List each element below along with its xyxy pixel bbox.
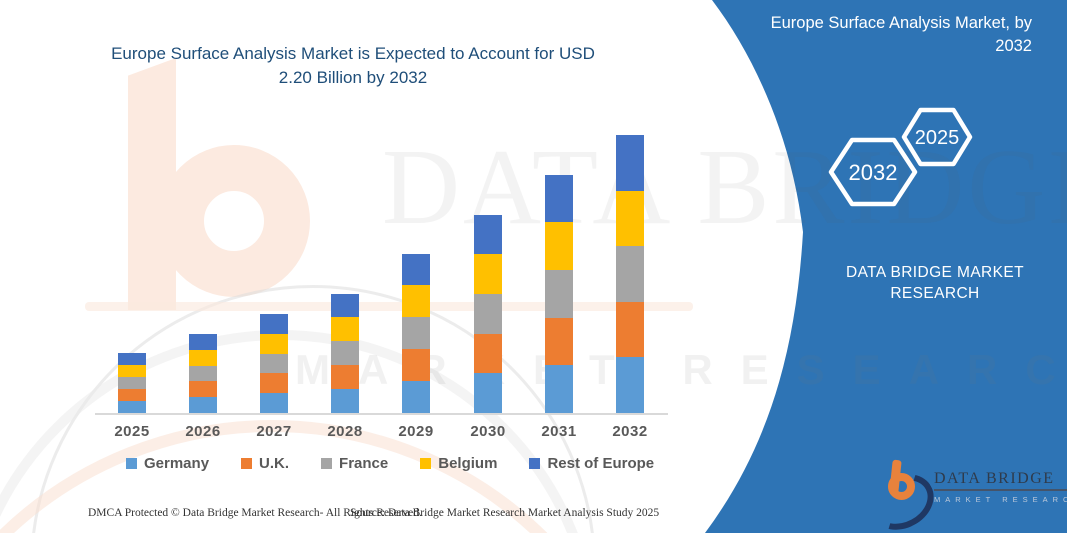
segment-belgium xyxy=(545,222,573,270)
dmca-notice: DMCA Protected © Data Bridge Market Rese… xyxy=(88,507,422,519)
segment-france xyxy=(260,353,288,374)
segment-belgium xyxy=(331,317,359,342)
segment-rest-of-europe xyxy=(402,253,430,286)
x-label-2027: 2027 xyxy=(256,423,292,440)
segment-france xyxy=(545,269,573,318)
segment-rest-of-europe xyxy=(545,174,573,223)
segment-france xyxy=(331,341,359,366)
segment-rest-of-europe xyxy=(474,214,502,255)
segment-belgium xyxy=(189,349,217,366)
x-label-2031: 2031 xyxy=(541,423,577,440)
segment-rest-of-europe xyxy=(331,293,359,318)
segment-germany xyxy=(331,389,359,413)
segment-rest-of-europe xyxy=(189,334,217,350)
legend-swatch-icon xyxy=(126,458,137,469)
segment-u-k- xyxy=(118,389,146,401)
segment-belgium xyxy=(474,254,502,294)
segment-france xyxy=(402,317,430,350)
x-label-2030: 2030 xyxy=(470,423,506,440)
segment-germany xyxy=(616,357,644,413)
bar-2025 xyxy=(118,353,146,413)
side-panel-title: Europe Surface Analysis Market, by 2032 xyxy=(770,14,1032,56)
x-label-2028: 2028 xyxy=(327,423,363,440)
segment-u-k- xyxy=(545,317,573,366)
segment-germany xyxy=(189,397,217,413)
x-label-2029: 2029 xyxy=(398,423,434,440)
segment-rest-of-europe xyxy=(616,135,644,191)
data-bridge-logo: DATA BRIDGE MARKET RESEARCH xyxy=(860,459,1067,533)
chart-title: Europe Surface Analysis Market is Expect… xyxy=(111,44,595,87)
legend-label: U.K. xyxy=(259,455,290,472)
segment-belgium xyxy=(118,365,146,377)
legend-label: France xyxy=(339,455,389,472)
segment-germany xyxy=(474,373,502,413)
segment-france xyxy=(616,246,644,302)
legend-item-belgium: Belgium xyxy=(420,455,497,472)
segment-u-k- xyxy=(402,349,430,382)
x-label-2025: 2025 xyxy=(114,423,150,440)
source-note: Source: Data Bridge Market Research Mark… xyxy=(350,507,660,519)
x-label-2026: 2026 xyxy=(185,423,221,440)
segment-u-k- xyxy=(616,301,644,358)
legend-label: Belgium xyxy=(438,455,498,472)
bar-2029 xyxy=(402,253,430,413)
segment-germany xyxy=(260,393,288,413)
segment-u-k- xyxy=(189,381,217,398)
segment-u-k- xyxy=(474,333,502,374)
segment-rest-of-europe xyxy=(118,353,146,365)
legend-item-u-k-: U.K. xyxy=(241,455,289,472)
legend-item-rest-of-europe: Rest of Europe xyxy=(529,455,654,472)
hexagon-2032-label: 2032 xyxy=(849,160,898,185)
bar-2030 xyxy=(474,214,502,413)
x-label-2032: 2032 xyxy=(612,423,648,440)
chart-legend: Germany U.K. France Belgium Rest of Europe xyxy=(126,455,654,472)
legend-swatch-icon xyxy=(241,458,253,469)
segment-france xyxy=(118,377,146,389)
bar-2032 xyxy=(616,135,644,413)
bar-2031 xyxy=(545,174,573,413)
bar-2027 xyxy=(260,314,288,413)
segment-u-k- xyxy=(331,365,359,390)
x-axis-line xyxy=(95,413,668,415)
legend-item-germany: Germany xyxy=(126,455,209,472)
legend-swatch-icon xyxy=(321,458,333,469)
logo-tagline: MARKET RESEARCH xyxy=(934,495,1067,504)
segment-germany xyxy=(545,365,573,413)
bar-2028 xyxy=(331,293,359,413)
hexagon-2032-shape xyxy=(828,137,918,207)
brand-name: DATA BRIDGE MARKET RESEARCH xyxy=(845,264,1024,302)
hexagon-2025-label: 2025 xyxy=(915,127,960,149)
segment-germany xyxy=(118,401,146,413)
segment-belgium xyxy=(402,285,430,318)
segment-rest-of-europe xyxy=(260,314,288,334)
hexagon-2025-shape xyxy=(901,107,973,167)
legend-label: Germany xyxy=(144,455,210,472)
segment-belgium xyxy=(616,190,644,247)
legend-swatch-icon xyxy=(529,458,541,469)
legend-swatch-icon xyxy=(420,458,432,469)
year-hexagons: 2025 2032 xyxy=(828,107,973,207)
segment-germany xyxy=(402,381,430,413)
legend-label: Rest of Europe xyxy=(547,455,655,472)
segment-belgium xyxy=(260,333,288,354)
logo-name: DATA BRIDGE xyxy=(934,470,1067,491)
segment-u-k- xyxy=(260,373,288,394)
bar-2026 xyxy=(189,334,217,413)
legend-item-france: France xyxy=(321,455,388,472)
segment-france xyxy=(474,293,502,334)
logo-b-icon xyxy=(888,473,915,500)
segment-france xyxy=(189,365,217,382)
